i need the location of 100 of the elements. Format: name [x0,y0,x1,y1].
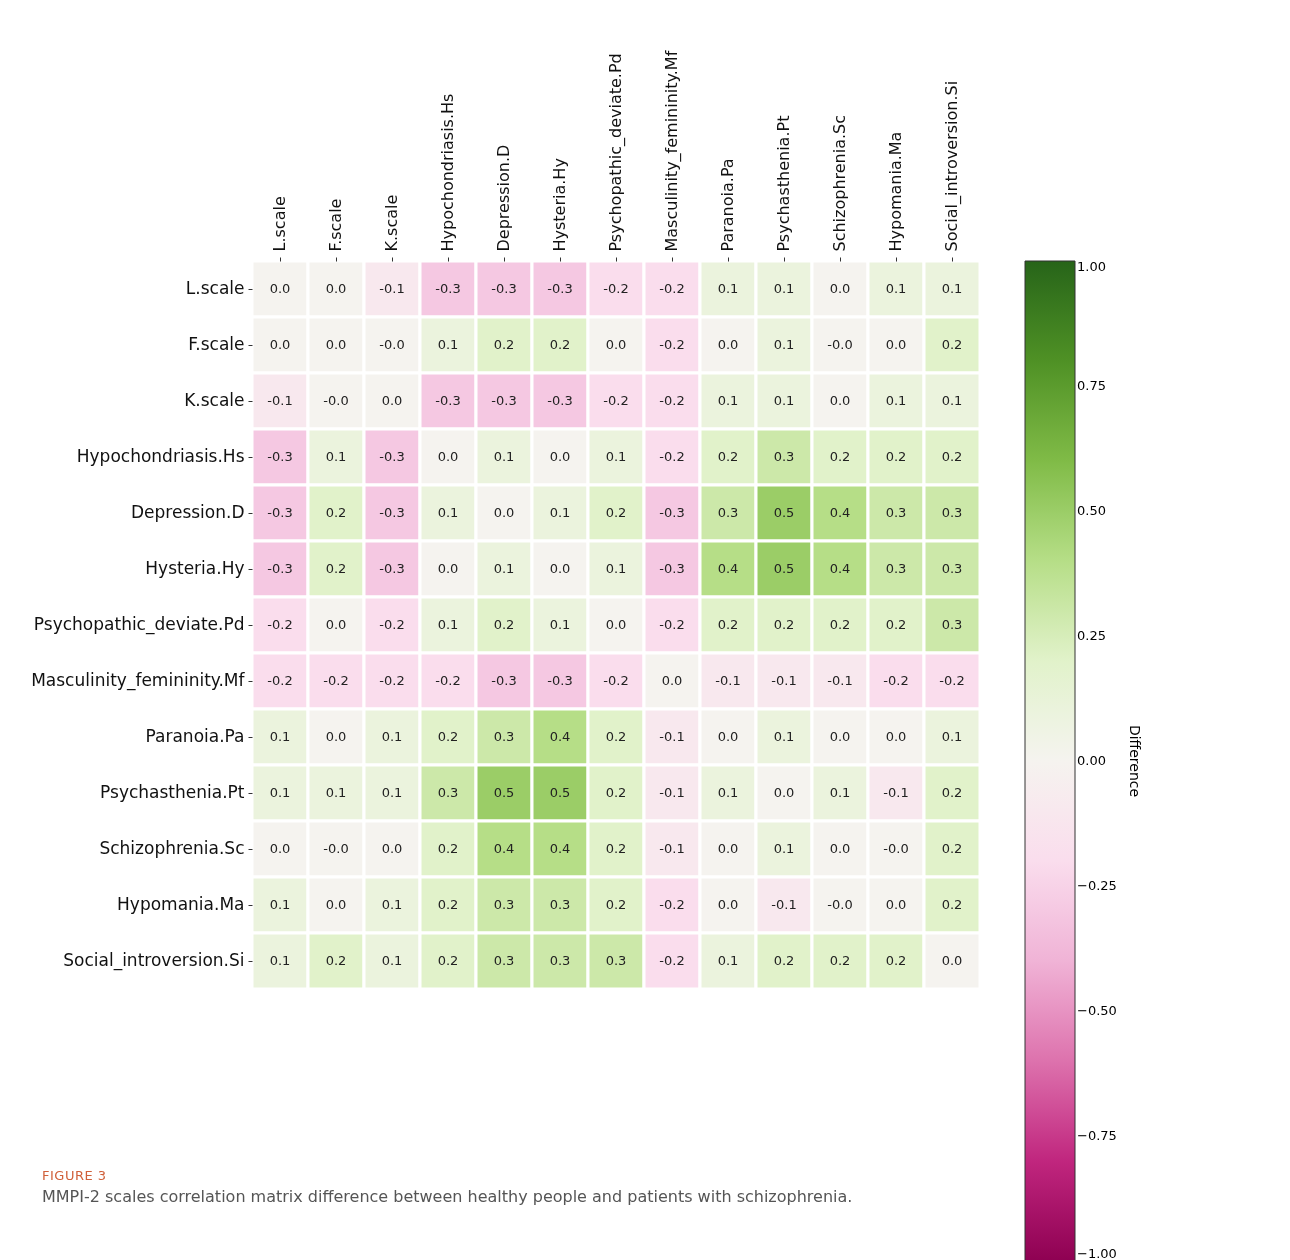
data-label: -0.3 [267,449,293,464]
data-label: 0.2 [437,729,459,744]
data-label: 0.2 [325,953,347,968]
data-label: 0.2 [829,449,851,464]
data-label: 0.0 [941,953,963,968]
data-label: 0.1 [549,505,571,520]
data-label: 0.2 [717,449,739,464]
data-label: 0.2 [605,897,627,912]
data-label: 0.2 [941,337,963,352]
data-label: 0.1 [381,953,403,968]
data-label: 0.2 [549,337,571,352]
data-label: 0.2 [325,505,347,520]
data-label: -0.1 [771,673,797,688]
data-label: 0.1 [773,337,795,352]
data-label: -0.2 [659,953,685,968]
data-label: -0.1 [659,841,685,856]
data-label: -0.3 [547,281,573,296]
data-label: 0.2 [605,505,627,520]
data-label: 0.2 [829,617,851,632]
data-label: 0.1 [493,449,515,464]
data-label: 0.1 [437,505,459,520]
data-label: 0.1 [941,281,963,296]
data-label: -0.2 [659,393,685,408]
data-label: 0.0 [773,785,795,800]
y-tick-label: Hypomania.Ma [117,894,245,914]
data-label: 0.1 [885,281,907,296]
data-label: -0.2 [659,617,685,632]
data-label: 0.4 [829,561,851,576]
data-label: 0.0 [549,561,571,576]
data-label: 0.1 [605,449,627,464]
data-label: -0.2 [435,673,461,688]
color-bar-label: −1.00 [1077,1246,1117,1260]
data-label: 0.5 [549,785,571,800]
y-tick-label: F.scale [188,334,245,354]
data-label: 0.1 [717,281,739,296]
data-label: -0.1 [379,281,405,296]
data-label: -0.0 [827,897,853,912]
data-label: 0.2 [605,785,627,800]
data-label: 0.3 [493,897,515,912]
data-label: 0.4 [829,505,851,520]
data-label: -0.2 [603,393,629,408]
x-tick-label: F.scale [326,198,345,252]
color-bar-label: −0.50 [1077,1003,1117,1018]
data-label: 0.2 [885,449,907,464]
data-label: 0.2 [493,617,515,632]
color-bar-label: 0.75 [1077,378,1106,393]
text: MMPI-2 scales correlation matrix difference between healthy people and patients with schizophrenia. [42,1187,853,1206]
data-label: 0.0 [437,449,459,464]
data-label: 0.2 [941,897,963,912]
data-label: 0.0 [437,561,459,576]
data-label: -0.0 [323,841,349,856]
data-label: 0.1 [325,785,347,800]
data-label: 0.2 [829,953,851,968]
data-label: 0.2 [437,953,459,968]
data-label: -0.1 [267,393,293,408]
y-tick-label: K.scale [184,390,245,410]
data-label: 0.2 [605,729,627,744]
data-label: -0.3 [491,393,517,408]
data-label: 0.1 [381,785,403,800]
data-label: 0.2 [773,617,795,632]
y-tick-label: Social_introversion.Si [63,950,245,971]
data-label: -0.3 [435,281,461,296]
data-label: 0.3 [549,897,571,912]
data-label: 0.0 [269,281,291,296]
data-label: 0.0 [381,393,403,408]
x-tick-label: Paranoia.Pa [718,158,737,252]
data-label: -0.2 [659,337,685,352]
data-label: 0.0 [717,729,739,744]
data-label: 0.0 [493,505,515,520]
x-tick-label: Psychasthenia.Pt [774,115,793,252]
data-label: -0.1 [659,729,685,744]
data-label: 0.1 [269,953,291,968]
x-tick-label: Social_introversion.Si [942,80,962,252]
data-label: 0.0 [325,729,347,744]
data-label: 0.1 [549,617,571,632]
data-label: 0.2 [941,841,963,856]
data-label: 0.1 [773,281,795,296]
data-label: 0.1 [717,785,739,800]
data-label: 0.2 [941,785,963,800]
data-label: 0.2 [941,449,963,464]
data-label: -0.2 [323,673,349,688]
x-tick-label: Hypochondriasis.Hs [438,93,457,252]
data-label: 0.0 [829,729,851,744]
data-label: 0.1 [493,561,515,576]
data-label: 0.1 [717,953,739,968]
x-tick-label: Schizophrenia.Sc [830,114,849,252]
data-label: -0.3 [267,505,293,520]
data-label: 0.0 [325,897,347,912]
x-tick-label: Masculinity_femininity.Mf [662,50,682,252]
data-label: -0.1 [771,897,797,912]
data-label: 0.2 [493,337,515,352]
data-label: -0.3 [547,673,573,688]
data-label: 0.5 [773,561,795,576]
data-label: -0.2 [659,449,685,464]
data-label: 0.2 [437,897,459,912]
y-tick-label: Psychasthenia.Pt [100,782,245,802]
y-tick-label: Psychopathic_deviate.Pd [33,614,245,635]
x-tick-label: K.scale [382,194,401,252]
data-label: -0.2 [603,673,629,688]
data-label: -0.3 [547,393,573,408]
